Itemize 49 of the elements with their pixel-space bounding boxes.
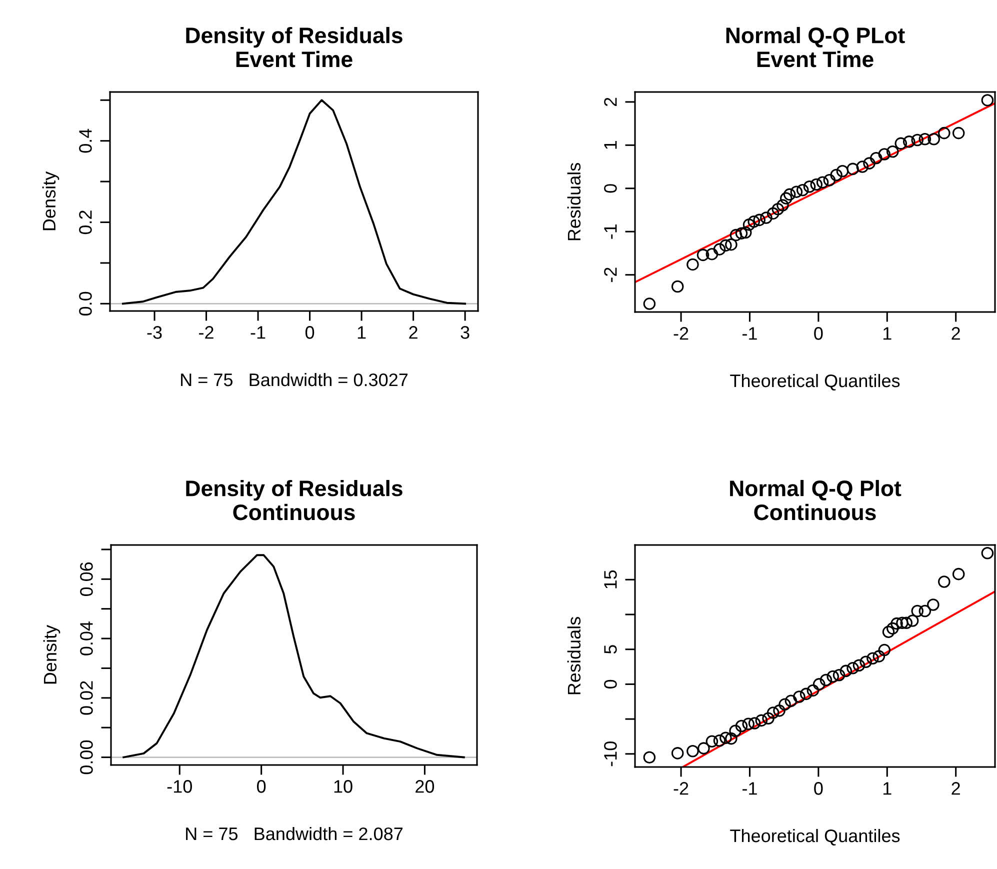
x-tick-label: -1 <box>250 326 266 339</box>
x-tick-label: -2 <box>674 327 688 340</box>
x-tick-label: 2 <box>952 327 960 340</box>
x-tick-label: -3 <box>147 326 162 339</box>
x-tick-label: 1 <box>883 782 892 795</box>
x-tick-label: 20 <box>416 780 434 793</box>
x-tick-label: 3 <box>460 326 470 339</box>
x-tick-label: 10 <box>334 780 352 793</box>
x-tick-label: -10 <box>167 780 192 793</box>
y-tick-label: 5 <box>604 645 617 654</box>
y-tick-label: 1 <box>604 141 617 149</box>
x-tick-label: 0 <box>305 326 314 339</box>
y-tick-label: 0.4 <box>79 128 92 153</box>
x-tick-label: 0 <box>814 327 823 340</box>
y-tick-label: -1 <box>604 224 617 239</box>
y-tick-label: 0 <box>604 680 617 689</box>
y-tick-label: -10 <box>604 742 617 766</box>
x-tick-label: 0 <box>814 782 823 795</box>
chart-title: Normal Q-Q PLot Event Time <box>726 26 905 68</box>
x-axis-title: Theoretical Quantiles <box>730 374 900 390</box>
x-tick-label: 2 <box>409 326 418 339</box>
y-axis-title: Density <box>42 171 60 230</box>
y-tick-label: 0.02 <box>80 681 93 715</box>
y-tick-label: 0.06 <box>80 562 93 596</box>
y-axis-title: Density <box>43 624 60 684</box>
y-tick-label: 0.00 <box>80 740 93 774</box>
x-axis-title: N = 75 Bandwidth = 0.3027 <box>181 372 408 386</box>
x-tick-label: 1 <box>358 326 366 339</box>
chart-title: Density of Residuals Continuous <box>186 480 402 520</box>
y-tick-label: 0.04 <box>80 621 93 656</box>
y-tick-label: 15 <box>604 570 617 588</box>
x-tick-label: -2 <box>674 782 688 795</box>
x-tick-label: 1 <box>883 327 892 340</box>
y-tick-label: 0.0 <box>79 292 92 316</box>
x-axis-title: Theoretical Quantiles <box>730 828 900 846</box>
y-tick-label: -2 <box>604 268 617 282</box>
x-tick-label: -1 <box>742 782 757 795</box>
y-tick-label: 0 <box>604 184 617 193</box>
chart-title: Density of Residuals Event Time <box>186 26 402 68</box>
x-tick-label: -2 <box>199 326 214 339</box>
x-tick-label: 2 <box>952 782 960 795</box>
y-axis-title: Residuals <box>567 163 581 240</box>
y-tick-label: 2 <box>604 98 617 106</box>
y-tick-label: 0.2 <box>79 210 92 234</box>
x-tick-label: -1 <box>742 327 757 340</box>
y-axis-title: Residuals <box>567 617 581 694</box>
chart-title: Normal Q-Q Plot Continuous <box>730 480 902 520</box>
x-tick-label: 0 <box>257 780 266 793</box>
x-axis-title: N = 75 Bandwidth = 2.087 <box>186 826 403 840</box>
